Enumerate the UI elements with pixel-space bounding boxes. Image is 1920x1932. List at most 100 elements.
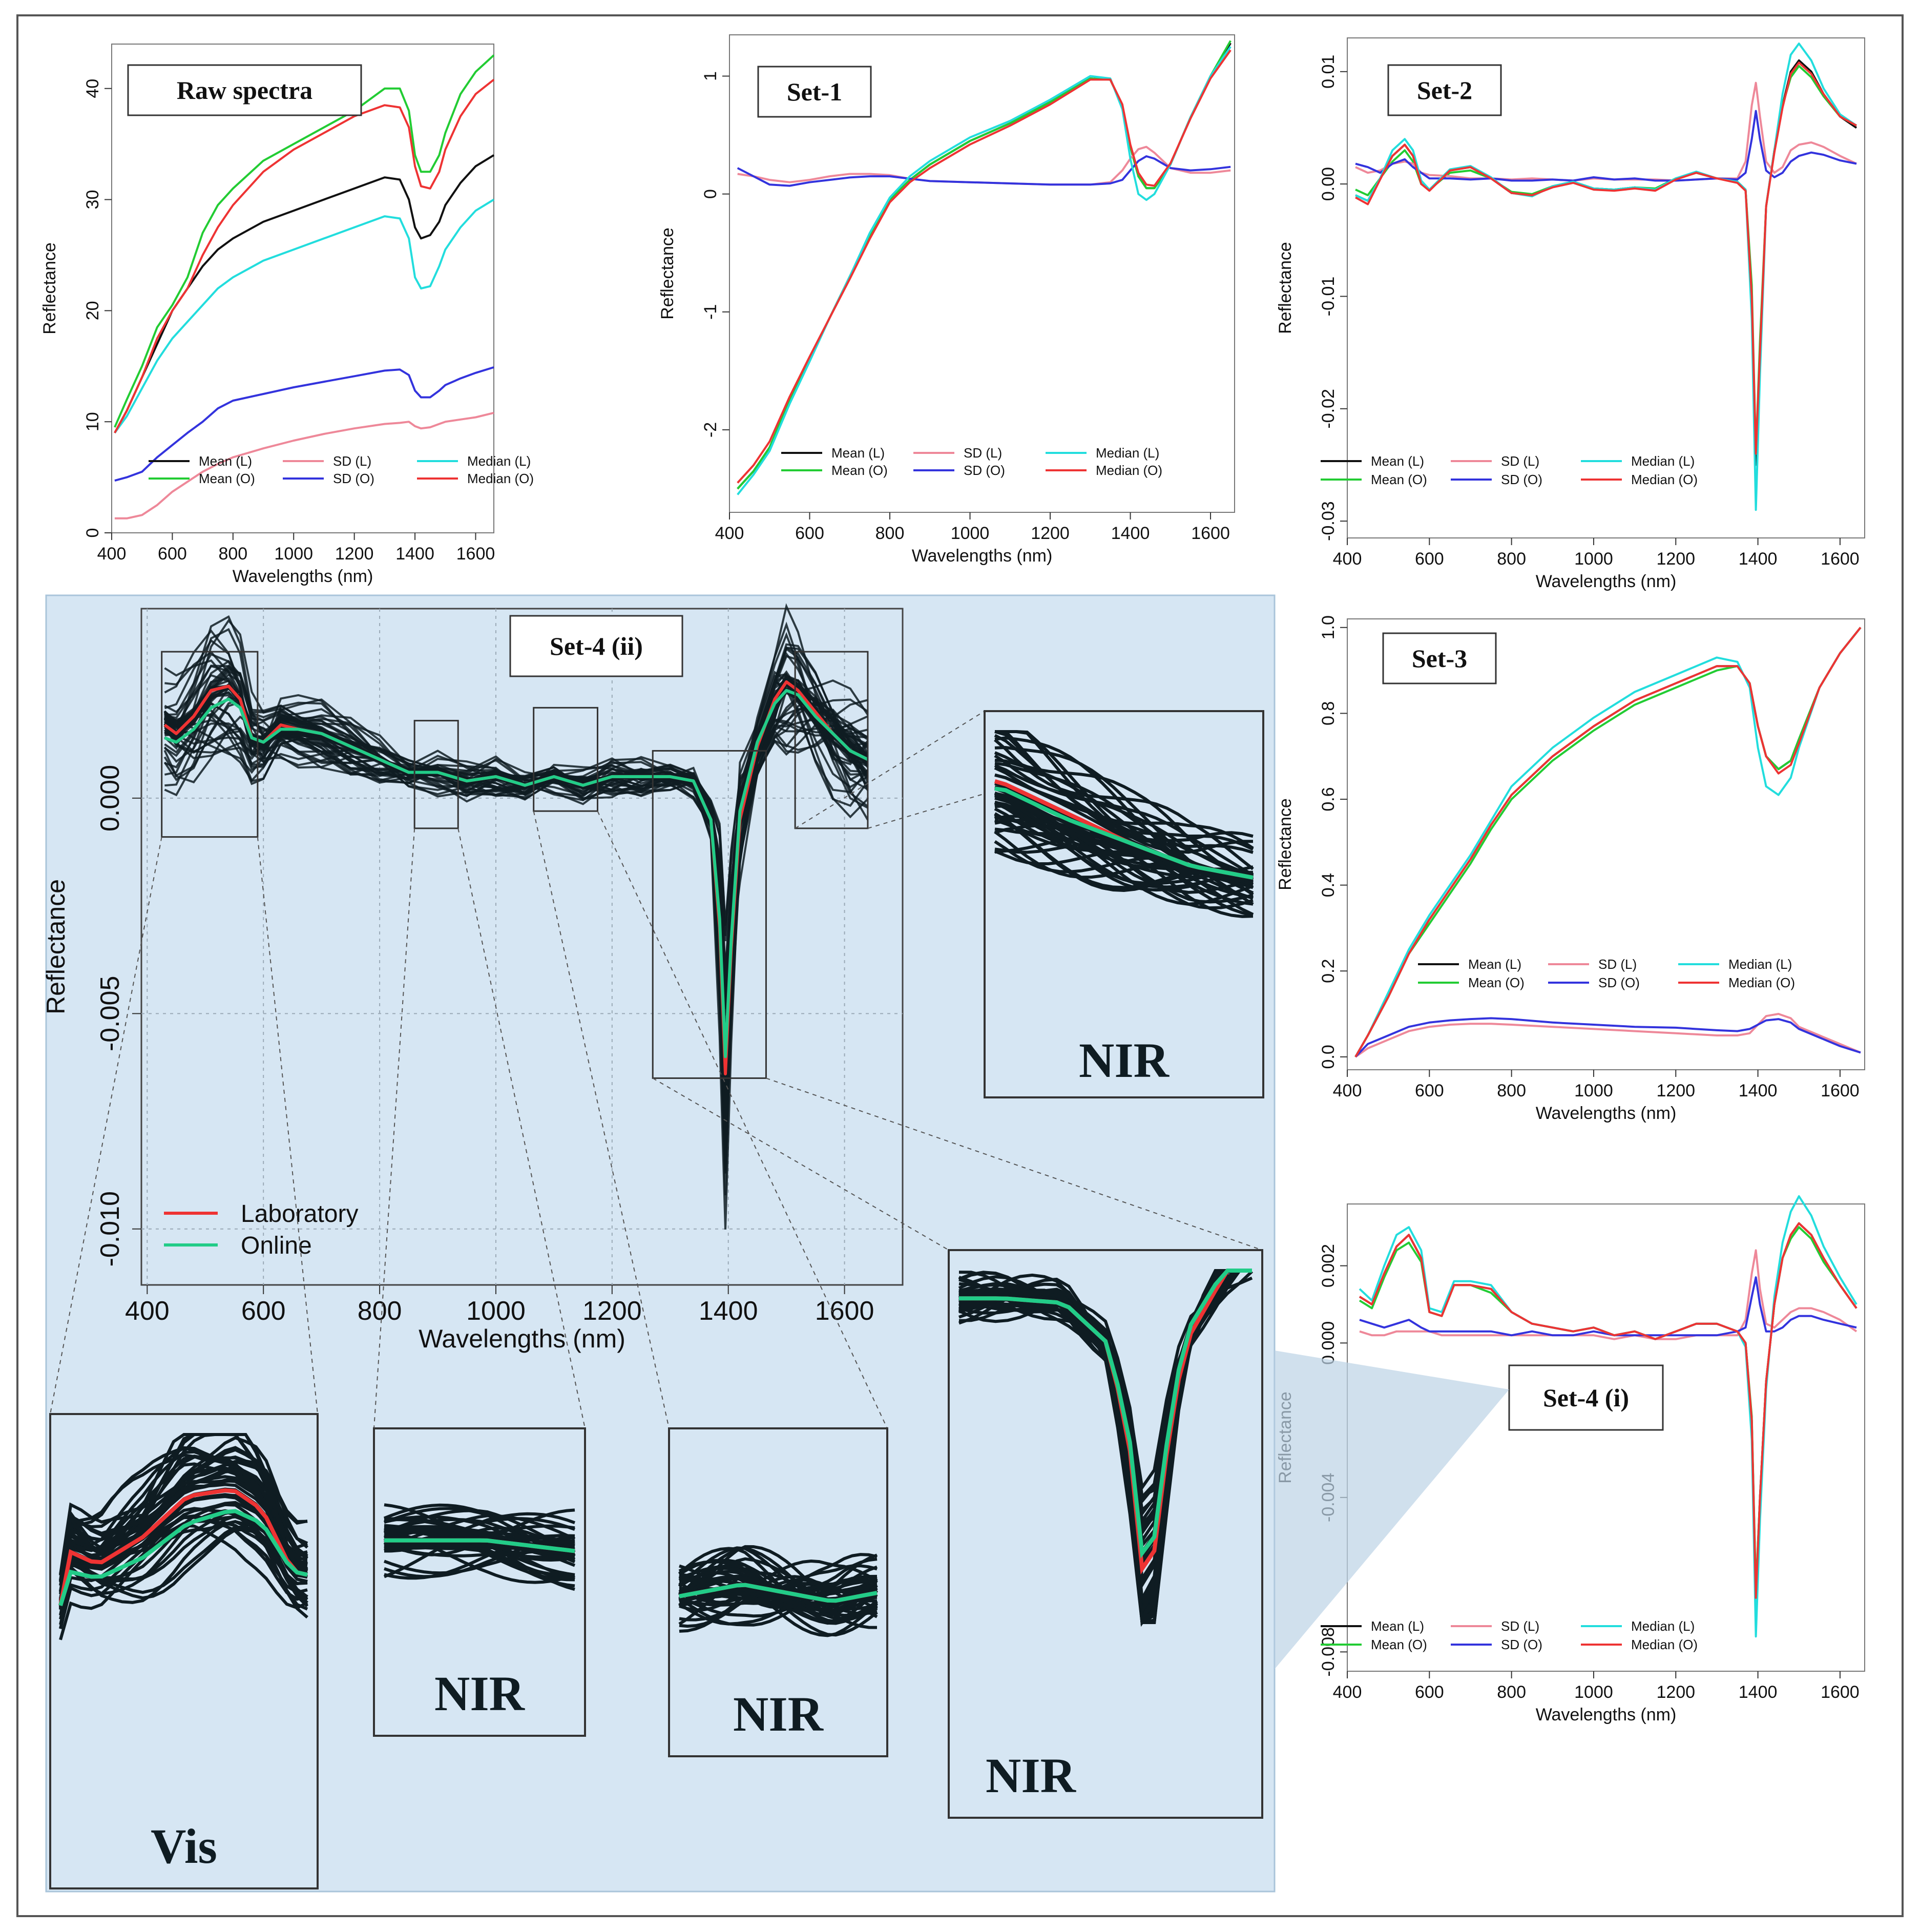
zoom-label-1: Vis xyxy=(151,1819,217,1874)
set1-legend-median-o: Median (O) xyxy=(1096,463,1162,478)
set4ii-ytick-label--0-010: -0.010 xyxy=(95,1191,125,1266)
set4ii-ylabel: Reflectance xyxy=(41,879,70,1014)
set2-xtick-label-600: 600 xyxy=(1415,549,1444,569)
chart-set4ii: 400 600 800 1000 1200 1400 1600 -0.010 -0.005 0.0… xyxy=(41,603,904,1353)
set2-ytick-label--0-01: -0.01 xyxy=(1319,277,1338,317)
outer-frame xyxy=(16,14,1904,1917)
set4i-xtick-label-1400: 1400 xyxy=(1739,1682,1778,1702)
set2-legend-sd-o: SD (O) xyxy=(1501,472,1542,487)
zoom-source-box-3 xyxy=(533,707,598,812)
set1-ytick-label--2: -2 xyxy=(701,422,720,438)
raw-ytick-label-30: 30 xyxy=(83,190,102,210)
set3-ytick-label-0-8: 0.8 xyxy=(1319,701,1338,725)
zoom-series-online xyxy=(994,786,1254,880)
set3-legend: Mean (L) Mean (O) SD (L) SD (O) Median (L) Me… xyxy=(1418,957,1795,990)
set4i-xtick-label-400: 400 xyxy=(1333,1682,1362,1702)
set1-series-median-l xyxy=(737,46,1232,495)
raw-legend-median-l: Median (L) xyxy=(467,453,531,469)
zoom-individual-spectrum xyxy=(678,1546,878,1617)
raw-legend-sd-o: SD (O) xyxy=(333,471,374,486)
zoom-individual-spectrum xyxy=(384,1529,575,1582)
zoom-series-online xyxy=(384,1538,575,1553)
set2-xlabel: Wavelengths (nm) xyxy=(1536,572,1677,591)
set3-legend-median-l: Median (L) xyxy=(1728,957,1792,972)
set4ii-individual-spectrum xyxy=(164,639,868,1118)
set2-xtick-label-1000: 1000 xyxy=(1574,549,1613,569)
zoom-individual-spectrum xyxy=(384,1535,575,1578)
callout-wedge xyxy=(1275,1351,1509,1669)
set1-xtick-label-1600: 1600 xyxy=(1191,524,1230,543)
set3-xtick-label-800: 800 xyxy=(1497,1081,1526,1100)
set4ii-legend-laboratory: Laboratory xyxy=(241,1200,358,1228)
set3-title-box xyxy=(1382,632,1497,684)
raw-xtick-label-1000: 1000 xyxy=(274,544,313,564)
set3-legend-mean-l: Mean (L) xyxy=(1468,957,1521,972)
set3-xtick-label-1600: 1600 xyxy=(1821,1081,1860,1100)
raw-xtick-label-1200: 1200 xyxy=(335,544,374,564)
zoom-individual-spectrum xyxy=(384,1525,575,1558)
zoom-inset-5: NIR xyxy=(794,651,1264,1098)
set1-xtick-label-800: 800 xyxy=(875,524,905,543)
set1-legend-sd-l: SD (L) xyxy=(964,445,1002,461)
set4i-ytick-label-0-000: 0.000 xyxy=(1319,1321,1338,1365)
set3-ytick-label-0-2: 0.2 xyxy=(1319,959,1338,983)
set4i-xlabel: Wavelengths (nm) xyxy=(1536,1705,1677,1725)
set3-legend-mean-o: Mean (O) xyxy=(1468,975,1525,990)
set3-plot-frame xyxy=(1347,618,1865,1070)
set4i-legend-mean-l: Mean (L) xyxy=(1371,1618,1424,1634)
chart-set4i: 4006008001000120014001600-0.008-0.0040.0… xyxy=(1276,1195,1865,1725)
set4i-legend-sd-l: SD (L) xyxy=(1501,1618,1539,1634)
raw-xtick-label-800: 800 xyxy=(218,544,247,564)
set1-legend-median-l: Median (L) xyxy=(1096,445,1159,461)
set3-series-sd-l xyxy=(1354,1013,1861,1058)
chart-raw: 400 600 800 1000 1200 1400 1600 0 10 20 30 40 Wavele… xyxy=(40,44,534,586)
raw-ylabel: Reflectance xyxy=(40,242,59,335)
set4i-series-median-o xyxy=(1359,1222,1858,1599)
set3-ytick-label-1-0: 1.0 xyxy=(1319,615,1338,639)
set1-title: Set-1 xyxy=(787,77,842,106)
set1-series-sd-o xyxy=(737,155,1231,187)
set1-xlabel: Wavelengths (nm) xyxy=(912,546,1053,566)
set3-legend-median-o: Median (O) xyxy=(1728,975,1795,990)
set1-ytick-label--1: -1 xyxy=(701,304,720,320)
set4i-xtick-label-600: 600 xyxy=(1415,1682,1444,1702)
set2-legend: Mean (L) Mean (O) SD (L) SD (O) Median (L) Me… xyxy=(1321,453,1698,487)
set3-legend-sd-o: SD (O) xyxy=(1598,975,1640,990)
set4i-xtick-label-1600: 1600 xyxy=(1821,1682,1860,1702)
set4ii-individual-spectrum xyxy=(164,712,869,926)
set1-ytick-label-1: 1 xyxy=(701,71,720,81)
chart-set2: 400 600 800 1000 1200 1400 1600 -0.03 -0.02 -0.01… xyxy=(1276,37,1865,591)
set4ii-xtick-label-800: 800 xyxy=(358,1296,402,1326)
zoom-inset-1: Vis xyxy=(49,651,319,1889)
set4i-title-box xyxy=(1508,1364,1664,1431)
zoom-series-online xyxy=(58,1509,308,1606)
zoom-inset-2: NIR xyxy=(373,720,586,1737)
raw-ytick-label-10: 10 xyxy=(83,412,102,431)
zoom-source-box-4 xyxy=(652,750,767,1079)
set1-legend-sd-o: SD (O) xyxy=(964,463,1005,478)
raw-title: Raw spectra xyxy=(177,76,312,105)
set4ii-xtick-label-1000: 1000 xyxy=(466,1296,526,1326)
zoom-series-laboratory xyxy=(58,1488,308,1606)
raw-xtick-label-400: 400 xyxy=(97,544,127,564)
raw-series-sd-l xyxy=(114,411,494,520)
set3-series-median-o xyxy=(1354,627,1862,1057)
set1-xtick-label-1200: 1200 xyxy=(1031,524,1070,543)
set3-series-median-l xyxy=(1354,627,1862,1057)
set3-legend-sd-l: SD (L) xyxy=(1598,957,1637,972)
set2-xtick-label-800: 800 xyxy=(1497,549,1526,569)
chart-set3: 400 600 800 1000 1200 1400 1600 0.0 0.2 0.4 0.6 0.8… xyxy=(1276,615,1865,1123)
set2-legend-mean-o: Mean (O) xyxy=(1371,472,1427,487)
set4ii-title: Set-4 (ii) xyxy=(550,632,643,660)
zoom-connector-line xyxy=(533,811,670,1429)
set2-series-median-l xyxy=(1355,43,1858,511)
set1-legend-mean-l: Mean (L) xyxy=(831,445,885,461)
set3-ytick-label-0-4: 0.4 xyxy=(1319,873,1338,897)
zoom-connector-line xyxy=(257,837,318,1415)
set3-series-sd-o xyxy=(1354,1017,1861,1058)
set4ii-individual-spectrum xyxy=(163,696,869,979)
set2-ytick-label-0-00: 0.00 xyxy=(1319,167,1338,201)
raw-ytick-label-0: 0 xyxy=(83,528,102,538)
raw-series-median-l xyxy=(114,198,495,434)
zoom-individual-spectrum xyxy=(59,1509,308,1611)
